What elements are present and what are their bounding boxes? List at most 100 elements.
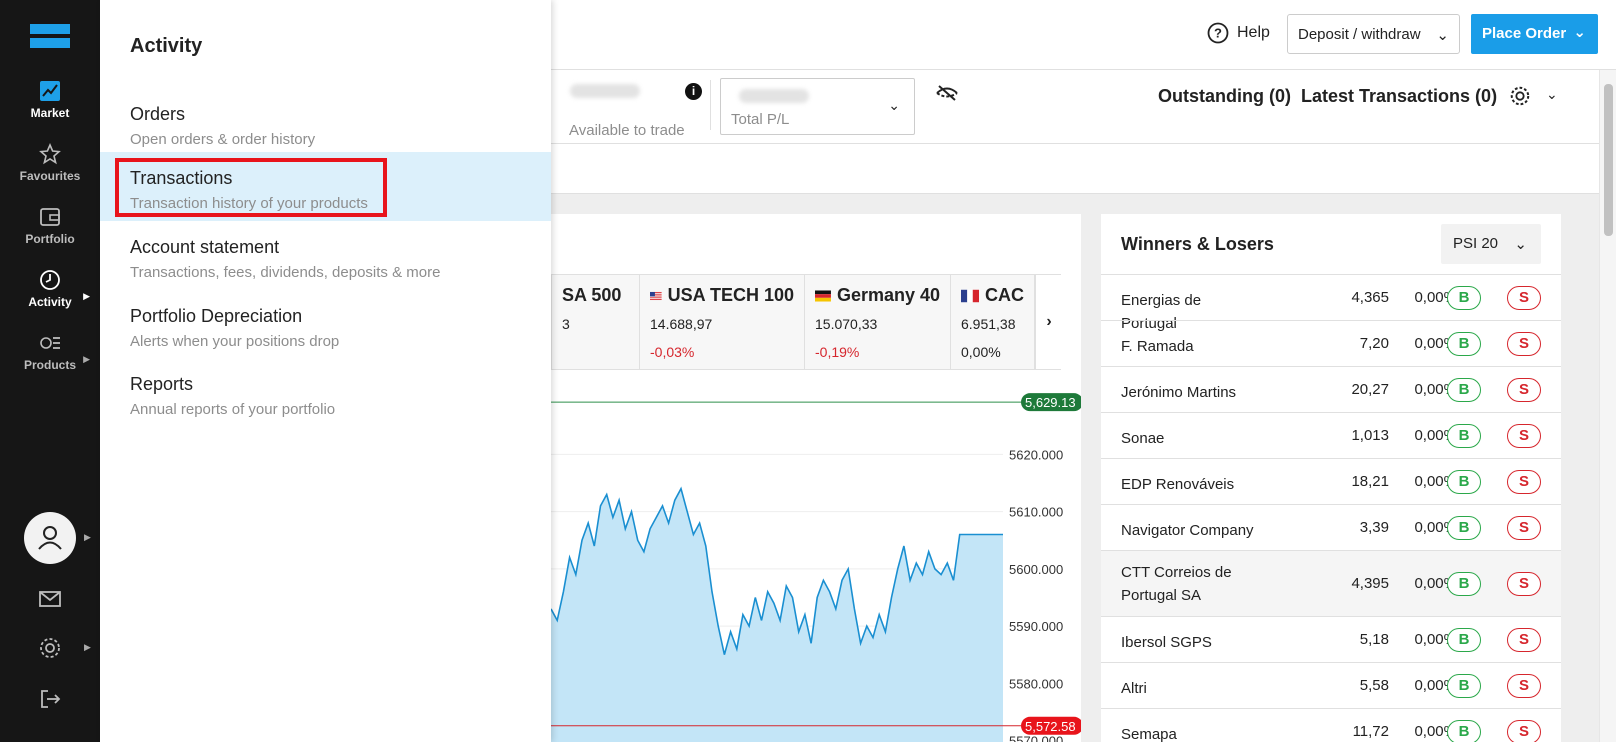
table-row[interactable]: Altri 5,58 0,00% B S [1101,662,1561,708]
sell-button[interactable]: S [1507,720,1541,742]
buy-button[interactable]: B [1447,286,1481,310]
nav-item-label: Portfolio [25,232,75,246]
ticker-usa500[interactable]: SA 500 3 [552,275,640,369]
chevron-down-icon[interactable]: ⌄ [1546,86,1558,102]
sell-button[interactable]: S [1507,470,1541,494]
stock-name: Altri [1121,680,1147,697]
mail-icon[interactable] [38,587,62,611]
table-row[interactable]: Energias de Portugal 4,365 0,00% B S [1101,274,1561,332]
ticker-price: 6.951,38 [961,316,1016,332]
ticker-change: 0,00% [961,344,1001,360]
ticker-cac[interactable]: CAC 6.951,38 0,00% [951,275,1035,369]
table-row[interactable]: EDP Renováveis 18,21 0,00% B S [1101,458,1561,504]
chart-line [551,486,1003,655]
high-badge: 5,629.13 [1021,393,1081,412]
menu-item-title: Orders [130,104,186,124]
ticker-usa-tech-100[interactable]: USA TECH 100 14.688,97 -0,03% [640,275,805,369]
market-chart-card: SA 500 3 USA TECH 100 14.688,97 -0,03% G… [551,214,1081,742]
nav-item-favourites[interactable]: Favourites [0,143,100,203]
index-dropdown[interactable]: PSI 20 ⌄ [1441,224,1541,264]
sell-button[interactable]: S [1507,286,1541,310]
menu-item-reports[interactable]: Reports Annual reports of your portfolio [100,358,551,427]
ticker-germany-40[interactable]: Germany 40 15.070,33 -0,19% [805,275,951,369]
stock-name: EDP Renováveis [1121,476,1235,493]
table-row[interactable]: CTT Correios de Portugal SA 4,395 0,00% B S [1101,550,1561,616]
y-tick-label: 5620.000 [1009,447,1063,462]
scrollbar[interactable] [1599,70,1616,742]
place-order-label: Place Order [1482,25,1567,42]
table-row[interactable]: Navigator Company 3,39 0,00% B S [1101,504,1561,550]
buy-button[interactable]: B [1447,470,1481,494]
table-row[interactable]: Ibersol SGPS 5,18 0,00% B S [1101,616,1561,662]
avatar[interactable] [24,512,76,564]
menu-item-account-statement[interactable]: Account statement Transactions, fees, di… [100,221,551,290]
eye-off-icon[interactable] [935,84,959,102]
help-label: Help [1237,24,1270,41]
stock-price: 20,27 [1351,381,1389,398]
place-order-button[interactable]: Place Order ⌄ [1471,14,1598,54]
menu-item-orders[interactable]: Orders Open orders & order history [100,88,551,157]
deposit-label: Deposit / withdraw [1298,26,1421,43]
buy-button[interactable]: B [1447,378,1481,402]
logout-icon[interactable] [38,687,62,711]
stock-price: 18,21 [1351,473,1389,490]
sell-button[interactable]: S [1507,332,1541,356]
panel-title: Activity [130,35,203,57]
nav-item-label: Market [30,106,70,120]
chevron-down-icon: ⌄ [1573,24,1586,41]
table-row[interactable]: F. Ramada 7,20 0,00% B S [1101,320,1561,366]
nav-item-portfolio[interactable]: Portfolio [0,206,100,266]
sell-button[interactable]: S [1507,628,1541,652]
scrollbar-thumb[interactable] [1604,84,1613,236]
stock-change: 0,00% [1414,473,1457,490]
buy-button[interactable]: B [1447,628,1481,652]
nav-item-label: Activity [28,295,72,309]
chevron-down-icon: ⌄ [888,97,900,113]
ticker-name: SA 500 [562,285,622,305]
available-label: Available to trade [569,122,685,139]
user-icon [38,526,62,550]
sell-button[interactable]: S [1507,572,1541,596]
nav-item-activity[interactable]: Activity ▶ [0,269,100,329]
sell-button[interactable]: S [1507,424,1541,448]
info-icon[interactable]: i [685,83,702,100]
buy-button[interactable]: B [1447,516,1481,540]
us-flag-icon [650,291,662,300]
nav-item-market[interactable]: Market [0,80,100,140]
sell-button[interactable]: S [1507,378,1541,402]
hidden-value [739,89,809,103]
latest-transactions-tab[interactable]: Latest Transactions (0) [1301,86,1498,106]
help-button[interactable]: ? Help [1207,22,1270,44]
outstanding-tab[interactable]: Outstanding (0) [1158,86,1291,106]
ticker-name: Germany 40 [836,285,940,305]
chevron-right-icon[interactable]: › [1035,275,1062,369]
menu-item-transactions[interactable]: Transactions Transaction history of your… [100,152,551,221]
help-icon: ? [1207,22,1229,44]
deposit-withdraw-dropdown[interactable]: Deposit / withdraw ⌄ [1287,14,1460,54]
logo[interactable] [30,24,70,48]
buy-button[interactable]: B [1447,674,1481,698]
total-pl-dropdown[interactable]: Total P/L ⌄ [720,78,915,135]
stock-change: 0,00% [1414,519,1457,536]
clock-icon [40,270,60,290]
table-row[interactable]: Sonae 1,013 0,00% B S [1101,412,1561,458]
gear-icon[interactable] [38,636,62,660]
chevron-right-icon: ▶ [84,532,91,542]
menu-item-portfolio-depreciation[interactable]: Portfolio Depreciation Alerts when your … [100,290,551,359]
divider [710,80,711,130]
sell-button[interactable]: S [1507,516,1541,540]
buy-button[interactable]: B [1447,720,1481,742]
table-row[interactable]: Semapa 11,72 0,00% B S [1101,708,1561,742]
pl-label: Total P/L [731,111,790,128]
stock-change: 0,00% [1414,427,1457,444]
buy-button[interactable]: B [1447,424,1481,448]
buy-button[interactable]: B [1447,332,1481,356]
y-tick-label: 5610.000 [1009,505,1063,520]
sell-button[interactable]: S [1507,674,1541,698]
ticker-name: CAC [985,285,1024,305]
stock-name: CTT Correios de Portugal SA [1121,564,1232,604]
nav-item-products[interactable]: Products ▶ [0,332,100,392]
buy-button[interactable]: B [1447,572,1481,596]
table-row[interactable]: Jerónimo Martins 20,27 0,00% B S [1101,366,1561,412]
gear-icon[interactable] [1509,85,1531,107]
